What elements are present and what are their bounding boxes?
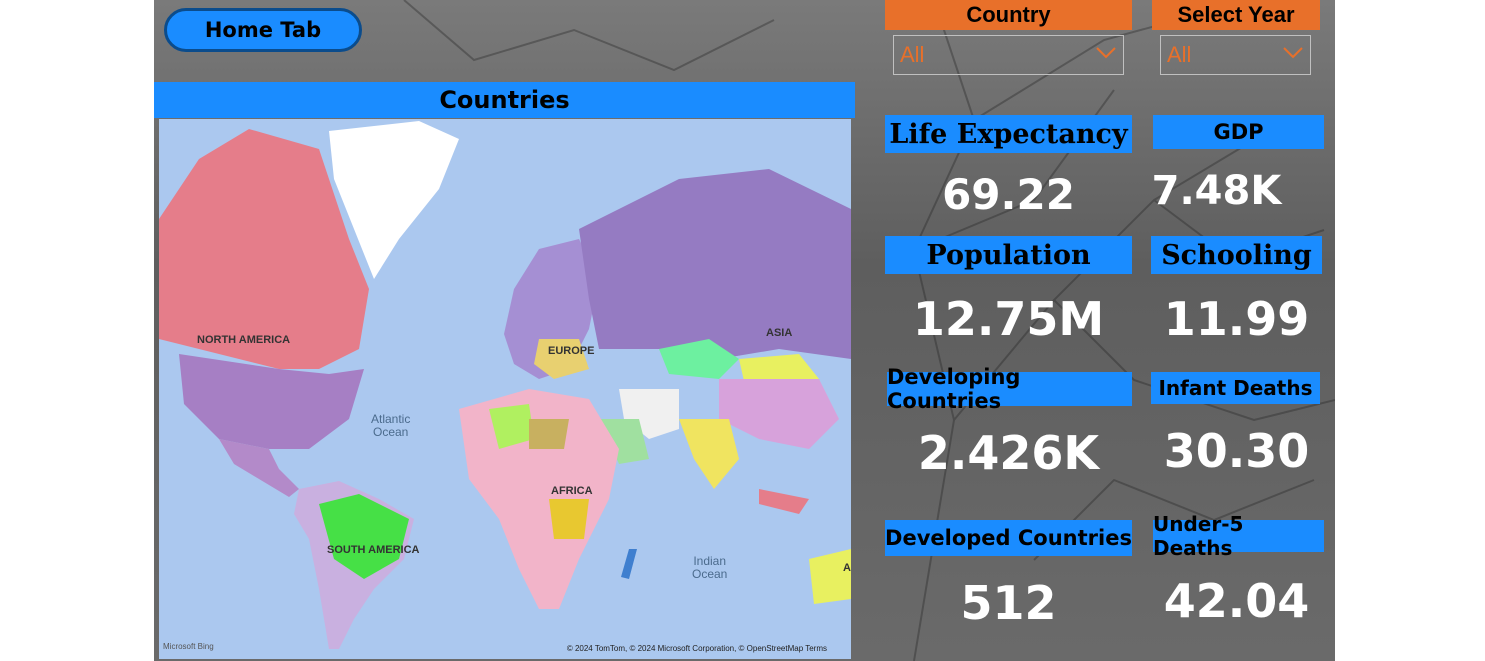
developing-countries-value: 2.426K (917, 426, 1100, 480)
algeria (489, 404, 534, 449)
schooling-label: Schooling (1151, 236, 1322, 274)
greenland (329, 121, 459, 279)
label-south-america: SOUTH AMERICA (327, 544, 420, 556)
population-label: Population (885, 236, 1132, 274)
congo (549, 499, 589, 539)
report-canvas: Home Tab Countries (154, 0, 1335, 661)
label-africa: AFRICA (551, 485, 593, 497)
schooling-value: 11.99 (1163, 292, 1310, 346)
year-filter-label: Select Year (1152, 0, 1320, 30)
country-dropdown[interactable]: All (893, 35, 1124, 75)
developing-countries-label: Developing Countries (887, 365, 1132, 413)
label-asia: ASIA (766, 327, 793, 339)
chevron-down-icon (1096, 47, 1116, 59)
label-atlantic-ocean: Atlantic Ocean (371, 412, 411, 439)
world-map-shapes (159, 121, 851, 649)
russia (579, 169, 851, 359)
year-dropdown-value: All (1167, 42, 1192, 67)
year-dropdown[interactable]: All (1160, 35, 1311, 75)
life-expectancy-value: 69.22 (942, 170, 1075, 219)
under5-deaths-value: 42.04 (1163, 574, 1310, 628)
arabia (599, 419, 649, 464)
kazakhstan (659, 339, 739, 379)
life-expectancy-label: Life Expectancy (885, 115, 1132, 153)
map-title: Countries (154, 82, 855, 118)
brazil (319, 494, 409, 579)
canada (159, 129, 369, 369)
central-europe (534, 339, 589, 379)
population-value: 12.75M (912, 292, 1105, 346)
infant-deaths-label: Infant Deaths (1151, 372, 1320, 404)
usa (179, 354, 364, 449)
world-map[interactable]: NORTH AMERICA SOUTH AMERICA EUROPE ASIA … (159, 119, 851, 659)
libya (529, 419, 569, 449)
gdp-label: GDP (1153, 115, 1324, 149)
home-tab-button[interactable]: Home Tab (164, 8, 362, 52)
map-attribution[interactable]: © 2024 TomTom, © 2024 Microsoft Corporat… (566, 644, 827, 653)
indonesia (759, 489, 809, 514)
under5-deaths-label: Under-5 Deaths (1153, 512, 1324, 560)
home-tab-label: Home Tab (204, 18, 322, 42)
label-australia: A (843, 562, 851, 574)
mexico (219, 439, 299, 497)
country-filter-label: Country (885, 0, 1132, 30)
developed-countries-value: 512 (960, 576, 1057, 630)
madagascar (621, 549, 637, 579)
developed-countries-label: Developed Countries (885, 520, 1132, 556)
gdp-value: 7.48K (1151, 168, 1282, 214)
china (719, 379, 839, 449)
label-indian-ocean: Indian Ocean (692, 554, 728, 581)
infant-deaths-value: 30.30 (1163, 424, 1310, 478)
label-north-america: NORTH AMERICA (197, 334, 291, 346)
country-dropdown-value: All (900, 42, 925, 67)
label-europe: EUROPE (548, 345, 595, 357)
india (679, 419, 739, 489)
chevron-down-icon (1283, 47, 1303, 59)
australia (809, 549, 851, 604)
bing-logo: Microsoft Bing (163, 642, 214, 651)
